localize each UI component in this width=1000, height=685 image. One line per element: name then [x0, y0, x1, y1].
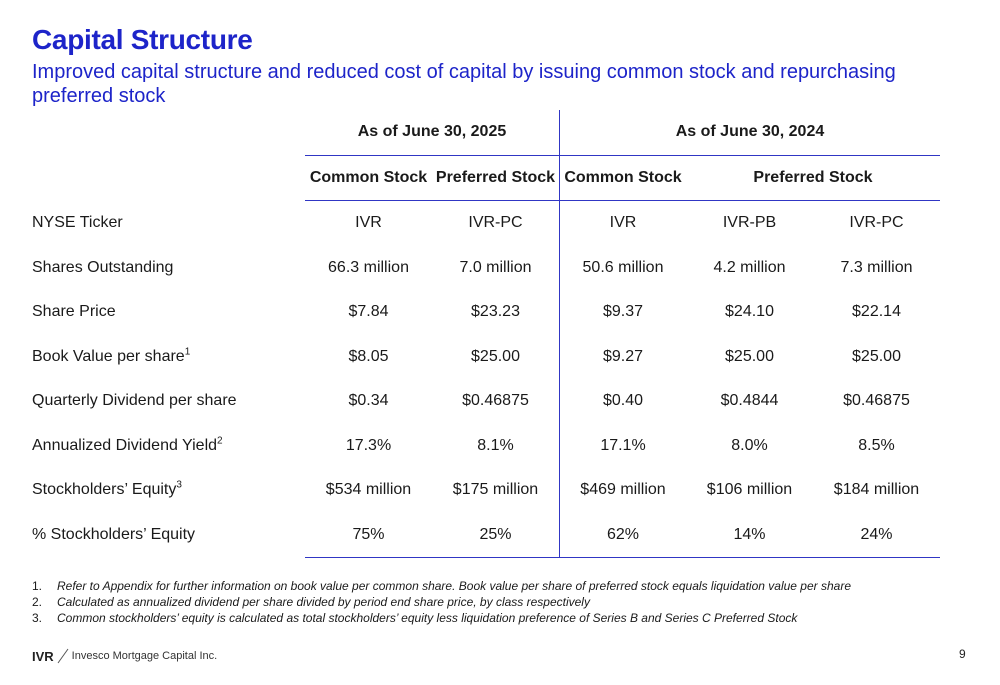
table-cell: 17.3%: [345, 436, 392, 454]
row-label: Book Value per share1: [32, 335, 305, 380]
row-label-text: NYSE Ticker: [32, 214, 123, 231]
table-cell: $8.05: [348, 347, 389, 365]
table-row: Shares Outstanding 66.3 million 7.0 mill…: [32, 245, 940, 291]
table-corner-cell: [32, 155, 305, 201]
table-cell: $25.00: [725, 347, 774, 365]
table-cell: 75%: [305, 512, 432, 558]
row-label: Shares Outstanding: [32, 246, 305, 291]
table-row: Stockholders’ Equity3 $534 million $175 …: [32, 468, 940, 513]
table-cell: $0.46875: [843, 392, 910, 410]
table-cell: $23.23: [471, 303, 520, 321]
table-cell: $175 million: [452, 481, 539, 499]
subheader-2024-common: Common Stock: [559, 154, 686, 201]
table-cell: $0.46875: [462, 392, 529, 410]
row-label: Share Price: [32, 290, 305, 335]
table-cell: $0.40: [559, 379, 686, 424]
footnote-text: Calculated as annualized dividend per sh…: [57, 595, 590, 609]
table-cell: 8.5%: [858, 436, 895, 454]
row-label: Annualized Dividend Yield2: [32, 424, 305, 469]
row-label-text: Stockholders’ Equity: [32, 481, 177, 499]
logo-company-name: Invesco Mortgage Capital Inc.: [71, 650, 218, 662]
subheader-2024-preferred: Preferred Stock: [686, 154, 940, 201]
row-label: Stockholders’ Equity3: [32, 468, 305, 513]
capital-structure-table: As of June 30, 2025 As of June 30, 2024 …: [32, 110, 940, 558]
table-cell: 24%: [813, 512, 940, 558]
table-row: Share Price $7.84 $23.23 $9.37 $24.10 $2…: [32, 290, 940, 335]
row-label: Quarterly Dividend per share: [32, 379, 305, 424]
footnote-item: 1. Refer to Appendix for further informat…: [32, 578, 851, 594]
subheader-2025-common: Common Stock: [305, 154, 432, 201]
footnote-marker: 2: [217, 435, 223, 447]
table-cell: 7.0 million: [459, 258, 532, 276]
footnote-text: Refer to Appendix for further informatio…: [57, 579, 851, 593]
logo-ticker: IVR: [32, 648, 54, 664]
table-row: % Stockholders’ Equity 75% 25% 62% 14% 2…: [32, 512, 940, 558]
company-logo: IVR Invesco Mortgage Capital Inc.: [32, 646, 217, 666]
table-cell: 17.1%: [559, 423, 686, 468]
table-cell: $534 million: [325, 481, 412, 499]
row-label: NYSE Ticker: [32, 201, 305, 246]
subheader-2025-preferred: Preferred Stock: [432, 154, 560, 201]
table-cell: 66.3 million: [328, 258, 409, 276]
row-label-text: Share Price: [32, 303, 116, 321]
footnote-number: 1.: [32, 579, 43, 593]
table-cell: 50.6 million: [559, 245, 686, 290]
table-cell: IVR-PC: [468, 214, 523, 232]
row-label-text: Annualized Dividend Yield: [32, 436, 218, 454]
row-label: % Stockholders’ Equity: [32, 513, 305, 558]
table-row: Annualized Dividend Yield2 17.3% 8.1% 17…: [32, 423, 940, 469]
footnote-marker: 1: [184, 346, 191, 358]
table-cell: $106 million: [706, 481, 793, 499]
page-number: 9: [959, 647, 966, 661]
table-cell: $469 million: [559, 468, 686, 513]
footnote-marker: 3: [176, 479, 182, 491]
footnote-item: 3. Common stockholders’ equity is calcula…: [32, 610, 851, 626]
footnote-number: 3.: [32, 611, 43, 625]
table-corner-cell: [32, 110, 305, 155]
table-cell: 7.3 million: [840, 258, 913, 276]
table-cell: $24.10: [725, 303, 774, 321]
row-label-text: Quarterly Dividend per share: [32, 392, 237, 410]
table-cell: IVR-PC: [849, 214, 904, 232]
footnote-text: Common stockholders’ equity is calculate…: [57, 611, 798, 625]
table-cell: $9.37: [559, 290, 686, 335]
table-cell: $9.27: [559, 334, 686, 379]
table-cell: IVR: [355, 214, 382, 232]
row-label-text: Book Value per share: [32, 347, 185, 365]
table-cell: $7.84: [348, 303, 389, 321]
table-cell: IVR-PB: [722, 214, 777, 232]
footnotes: 1. Refer to Appendix for further informat…: [32, 578, 851, 626]
row-label-text: % Stockholders’ Equity: [32, 526, 196, 543]
table-cell: 62%: [559, 512, 686, 558]
table-cell: IVR: [559, 200, 686, 246]
table-cell: $25.00: [471, 347, 520, 365]
table-cell: $0.34: [348, 392, 389, 410]
slide-title: Capital Structure: [32, 24, 253, 55]
footnote-number: 2.: [32, 595, 43, 609]
group-header-2025: As of June 30, 2025: [357, 123, 507, 141]
footnote-item: 2. Calculated as annualized dividend per …: [32, 594, 851, 610]
table-cell: $184 million: [833, 481, 920, 499]
table-cell: $22.14: [852, 303, 901, 321]
slide-subtitle: Improved capital structure and reduced c…: [32, 61, 896, 107]
table-cell: 25%: [432, 512, 560, 558]
table-group-header-row: As of June 30, 2025 As of June 30, 2024: [32, 110, 940, 155]
table-row: Quarterly Dividend per share $0.34 $0.46…: [32, 379, 940, 424]
table-cell: 8.1%: [477, 436, 514, 454]
table-row: NYSE Ticker IVR IVR-PC IVR IVR-PB IVR-PC: [32, 200, 940, 246]
table-cell: 8.0%: [731, 436, 768, 454]
table-subheader-row: Common Stock Preferred Stock Common Stoc…: [32, 154, 940, 201]
logo-slash-icon: [57, 648, 69, 664]
table-cell: 14%: [686, 512, 813, 558]
group-header-2024: As of June 30, 2024: [559, 110, 940, 155]
table-cell: $25.00: [852, 347, 901, 365]
row-label-text: Shares Outstanding: [32, 258, 174, 276]
table-cell: $0.4844: [720, 392, 779, 410]
table-cell: 4.2 million: [713, 258, 786, 276]
table-row: Book Value per share1 $8.05 $25.00 $9.27…: [32, 334, 940, 380]
